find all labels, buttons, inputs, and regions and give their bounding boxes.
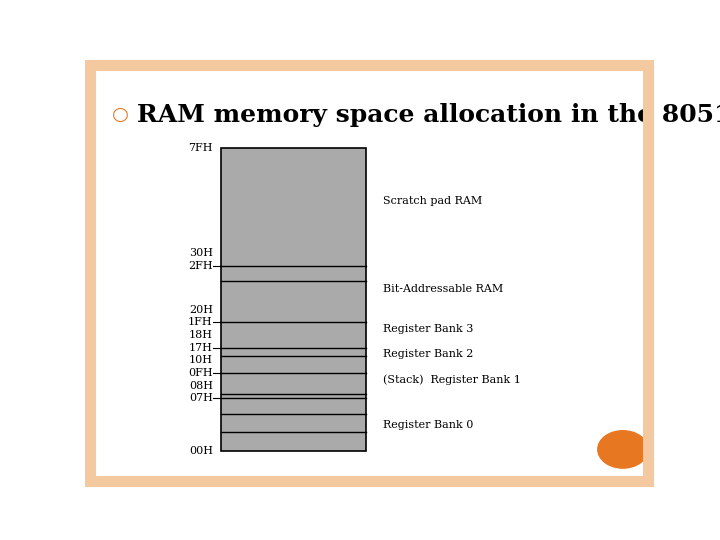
Text: 18H: 18H bbox=[189, 330, 213, 340]
Text: 2FH: 2FH bbox=[188, 261, 213, 271]
Text: 20H: 20H bbox=[189, 305, 213, 315]
Text: ○: ○ bbox=[112, 105, 129, 124]
Text: 17H: 17H bbox=[189, 343, 213, 353]
Text: Bit-Addressable RAM: Bit-Addressable RAM bbox=[383, 284, 503, 294]
Text: Register Bank 0: Register Bank 0 bbox=[383, 420, 473, 430]
Text: 10H: 10H bbox=[189, 355, 213, 366]
Text: 30H: 30H bbox=[189, 248, 213, 258]
Text: 00H: 00H bbox=[189, 447, 213, 456]
Text: (Stack)  Register Bank 1: (Stack) Register Bank 1 bbox=[383, 375, 521, 385]
Text: 08H: 08H bbox=[189, 381, 213, 390]
Text: 0FH: 0FH bbox=[188, 368, 213, 378]
Text: 7FH: 7FH bbox=[188, 143, 213, 153]
Text: Register Bank 2: Register Bank 2 bbox=[383, 349, 473, 359]
Text: 07H: 07H bbox=[189, 393, 213, 403]
Bar bbox=[221, 148, 366, 451]
Text: Scratch pad RAM: Scratch pad RAM bbox=[383, 196, 482, 206]
Text: 1FH: 1FH bbox=[188, 318, 213, 327]
Text: Register Bank 3: Register Bank 3 bbox=[383, 324, 473, 334]
Circle shape bbox=[598, 431, 648, 468]
Text: RAM memory space allocation in the 8051: RAM memory space allocation in the 8051 bbox=[138, 103, 720, 127]
